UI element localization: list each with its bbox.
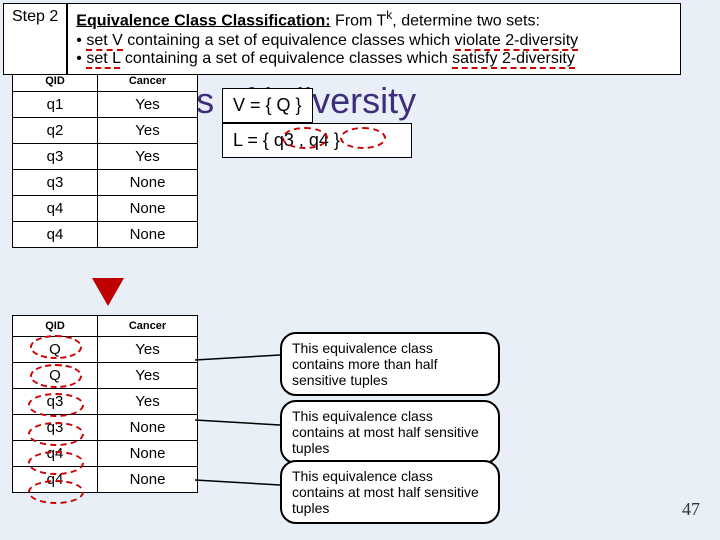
page-number: 47: [682, 499, 700, 520]
table-row: q3None: [13, 170, 198, 196]
table-row: QYes: [13, 363, 198, 389]
bullet2-set: set L: [86, 50, 120, 69]
connector-line-icon: [195, 475, 285, 495]
connector-line-icon: [195, 415, 285, 435]
step-title: Equivalence Class Classification:: [76, 12, 330, 29]
explain-box-2: This equivalence class contains at most …: [280, 400, 500, 464]
set-l-box: L = { q3 , q4 }: [222, 123, 412, 158]
down-arrow-icon: [92, 278, 124, 306]
table-row: q4None: [13, 467, 198, 493]
step-label: Step 2: [3, 3, 67, 75]
step-bullet-2: set L containing a set of equivalence cl…: [76, 50, 672, 68]
bullet1-mid: containing a set of equivalence classes …: [123, 32, 455, 49]
step-header: Step 2 Equivalence Class Classification:…: [3, 3, 681, 75]
table-row: q3Yes: [13, 389, 198, 415]
step-text-2: , determine two sets:: [392, 12, 540, 29]
step-text-1: From T: [331, 12, 387, 29]
explain-box-3: This equivalence class contains at most …: [280, 460, 500, 524]
connector-line-icon: [195, 350, 285, 370]
step-bullet-1: set V containing a set of equivalence cl…: [76, 32, 672, 50]
table-row: q4None: [13, 196, 198, 222]
set-v-box: V = { Q }: [222, 88, 313, 123]
step-body: Equivalence Class Classification: From T…: [67, 3, 681, 75]
table-row: QYes: [13, 337, 198, 363]
bullet1-hl: violate 2-diversity: [455, 32, 579, 51]
table-row: q1Yes: [13, 92, 198, 118]
table-bottom: QID Cancer QYes QYes q3Yes q3None q4None…: [12, 315, 198, 493]
table-row: q4None: [13, 441, 198, 467]
table-top: QID Cancer q1Yes q2Yes q3Yes q3None q4No…: [12, 70, 198, 248]
table-row: q2Yes: [13, 118, 198, 144]
bullet1-set: set V: [86, 32, 122, 51]
bullet2-mid: containing a set of equivalence classes …: [120, 50, 452, 67]
bullet2-hl: satisfy 2-diversity: [452, 50, 575, 69]
table-row: QID Cancer: [13, 316, 198, 337]
th-qid: QID: [13, 316, 98, 337]
table-row: q3Yes: [13, 144, 198, 170]
table-row: q4None: [13, 222, 198, 248]
th-cancer: Cancer: [98, 316, 198, 337]
table-row: q3None: [13, 415, 198, 441]
explain-box-1: This equivalence class contains more tha…: [280, 332, 500, 396]
